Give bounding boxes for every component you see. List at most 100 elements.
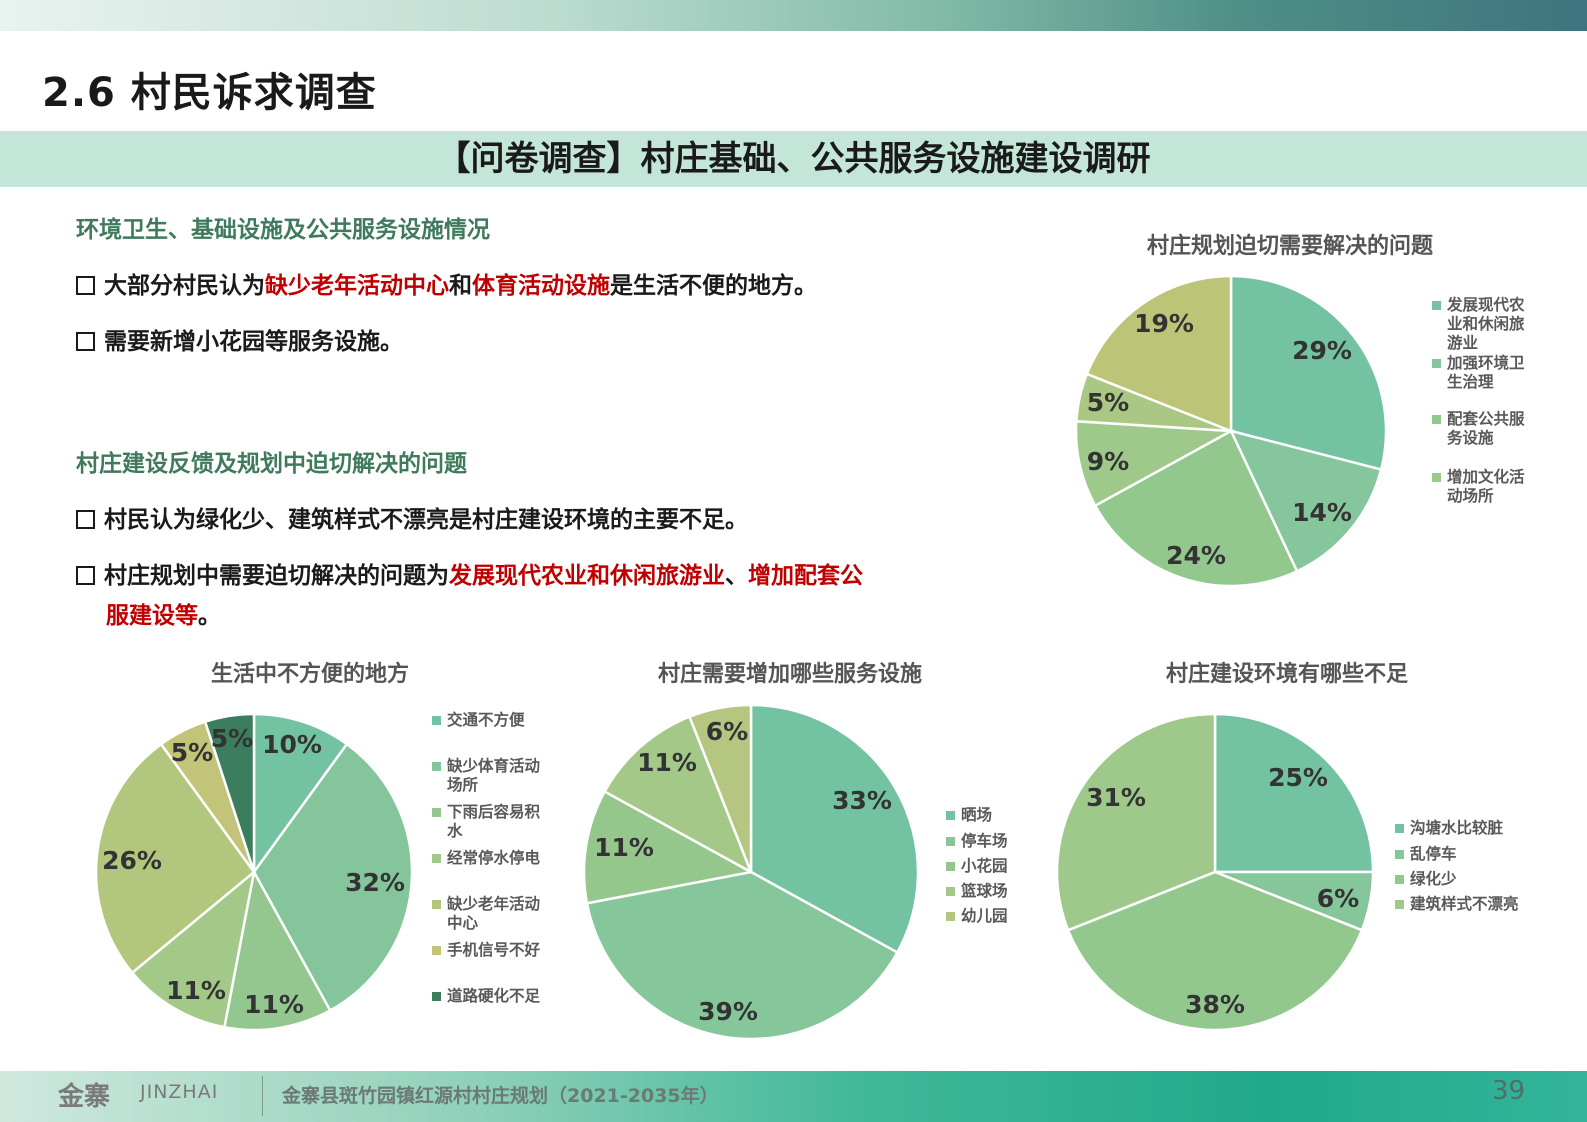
pie-1-label-2: 11% <box>244 990 304 1019</box>
bullet-highlight: 缺少老年活动中心 <box>265 273 449 299</box>
legend-0-item-0: 发展现代农 业和休闲旅 游业 <box>1432 296 1525 353</box>
top-decor-band <box>0 0 1587 31</box>
bullet-text: 是生活不便的地方。 <box>610 273 817 299</box>
pie-0-label-0: 29% <box>1292 336 1352 365</box>
legend-label: 配套公共服 务设施 <box>1447 410 1525 447</box>
legend-2-item-3: 篮球场 <box>946 882 1008 901</box>
chart-title-environment: 村庄建设环境有哪些不足 <box>1165 662 1408 687</box>
legend-2-item-4: 幼儿园 <box>946 907 1008 926</box>
legend-label: 增加文化活 动场所 <box>1447 468 1525 505</box>
legend-0-item-3: 增加文化活 动场所 <box>1432 468 1525 506</box>
pie-1-slice-2 <box>222 868 332 1032</box>
legend-label: 篮球场 <box>961 882 1008 900</box>
section-heading-facilities: 环境卫生、基础设施及公共服务设施情况 <box>76 217 490 243</box>
checkbox-square-icon <box>76 332 95 351</box>
legend-1-item-6: 道路硬化不足 <box>432 987 540 1006</box>
pie-3-label-0: 25% <box>1268 763 1328 792</box>
bullet-highlight: 服建设等 <box>106 603 198 629</box>
pie-1-label-1: 32% <box>345 868 405 897</box>
legend-1-item-1: 缺少体育活动 场所 <box>432 757 540 795</box>
legend-label: 建筑样式不漂亮 <box>1410 895 1519 913</box>
bullet-text: 、 <box>725 563 748 589</box>
section-banner <box>0 131 1587 187</box>
section-banner-text: 【问卷调查】村庄基础、公共服务设施建设调研 <box>436 139 1151 179</box>
legend-label: 小花园 <box>961 857 1008 875</box>
bullet-text: 大部分村民认为 <box>104 273 265 299</box>
footer-divider <box>262 1076 263 1116</box>
legend-label: 缺少体育活动 场所 <box>447 757 541 794</box>
legend-0-item-2: 配套公共服 务设施 <box>1432 410 1525 448</box>
page-title: 2.6 村民诉求调查 <box>42 70 377 116</box>
legend-1-item-5: 手机信号不好 <box>432 941 540 960</box>
bullet-highlight: 发展现代农业和休闲旅游业 <box>449 563 725 589</box>
pie-0-label-3: 9% <box>1087 447 1129 476</box>
chart-title-inconvenience: 生活中不方便的地方 <box>210 662 409 687</box>
legend-swatch <box>1395 900 1404 909</box>
legend-swatch <box>946 862 955 871</box>
checkbox-square-icon <box>76 276 95 295</box>
legend-swatch <box>432 716 441 725</box>
pie-1-label-4: 26% <box>102 846 162 875</box>
legend-swatch <box>946 912 955 921</box>
bullet-highlight: 体育活动设施 <box>472 273 610 299</box>
section-heading-feedback: 村庄建设反馈及规划中迫切解决的问题 <box>76 451 467 477</box>
legend-label: 发展现代农 业和休闲旅 游业 <box>1447 296 1525 352</box>
pie-0-slice-3 <box>1074 419 1236 508</box>
legend-swatch <box>432 808 441 817</box>
pie-0-label-1: 14% <box>1292 498 1352 527</box>
bullet-text: 。 <box>198 603 221 629</box>
pie-2-slice-2 <box>582 789 755 905</box>
legend-label: 加强环境卫 生治理 <box>1447 354 1525 391</box>
bullet-urgent-issues-cont: 服建设等。 <box>76 596 221 636</box>
legend-2-item-2: 小花园 <box>946 857 1008 876</box>
legend-label: 经常停水停电 <box>447 849 541 867</box>
pie-1-label-6: 5% <box>211 724 253 753</box>
bullet-text: 和 <box>449 273 472 299</box>
legend-2-item-0: 晒场 <box>946 806 992 825</box>
bullet-text: 需要新增小花园等服务设施。 <box>104 329 403 355</box>
legend-label: 幼儿园 <box>961 907 1008 925</box>
legend-swatch <box>1395 875 1404 884</box>
chart-title-services: 村庄需要增加哪些服务设施 <box>657 662 922 687</box>
legend-label: 手机信号不好 <box>447 941 541 959</box>
legend-swatch <box>1395 850 1404 859</box>
pie-1-slice-4 <box>94 742 256 975</box>
pie-2-slice-1 <box>585 870 900 1041</box>
chart-title-planning: 村庄规划迫切需要解决的问题 <box>1146 234 1433 259</box>
pie-2-label-0: 33% <box>832 786 892 815</box>
legend-swatch <box>946 887 955 896</box>
legend-label: 缺少老年活动 中心 <box>447 895 541 932</box>
legend-1-item-0: 交通不方便 <box>432 711 525 730</box>
legend-label: 绿化少 <box>1410 870 1457 888</box>
pie-0-slice-5 <box>1085 274 1233 433</box>
legend-1-item-3: 经常停水停电 <box>432 849 540 868</box>
legend-label: 沟塘水比较脏 <box>1410 819 1504 837</box>
bullet-highlight: 增加配套公 <box>748 563 863 589</box>
pie-3-slice-0 <box>1213 712 1375 874</box>
bullet-text: 村民认为绿化少、建筑样式不漂亮是村庄建设环境的主要不足。 <box>104 507 748 533</box>
legend-swatch <box>432 946 441 955</box>
legend-0-item-1: 加强环境卫 生治理 <box>1432 354 1525 392</box>
pie-1-slice-0 <box>252 712 349 876</box>
pie-0-slice-0 <box>1229 274 1388 472</box>
legend-label: 乱停车 <box>1410 845 1457 863</box>
footer-brand-cn: 金寨 <box>58 1082 111 1112</box>
pie-1-label-3: 11% <box>166 976 226 1005</box>
legend-label: 道路硬化不足 <box>447 987 541 1005</box>
pie-3-label-3: 31% <box>1086 783 1146 812</box>
pie-2-label-3: 11% <box>637 748 697 777</box>
legend-label: 晒场 <box>961 806 993 824</box>
legend-swatch <box>1432 359 1441 368</box>
legend-3-item-1: 乱停车 <box>1395 845 1457 864</box>
pie-0-label-5: 19% <box>1134 309 1194 338</box>
legend-swatch <box>1432 473 1441 482</box>
legend-2-item-1: 停车场 <box>946 832 1008 851</box>
checkbox-square-icon <box>76 510 95 529</box>
bullet-urgent-issues: 村庄规划中需要迫切解决的问题为发展现代农业和休闲旅游业、增加配套公 <box>76 556 863 596</box>
legend-swatch <box>432 992 441 1001</box>
pie-3-slice-2 <box>1066 870 1364 1032</box>
legend-swatch <box>1395 824 1404 833</box>
pie-1-slice-6 <box>203 712 256 873</box>
pie-1-label-5: 5% <box>171 738 213 767</box>
